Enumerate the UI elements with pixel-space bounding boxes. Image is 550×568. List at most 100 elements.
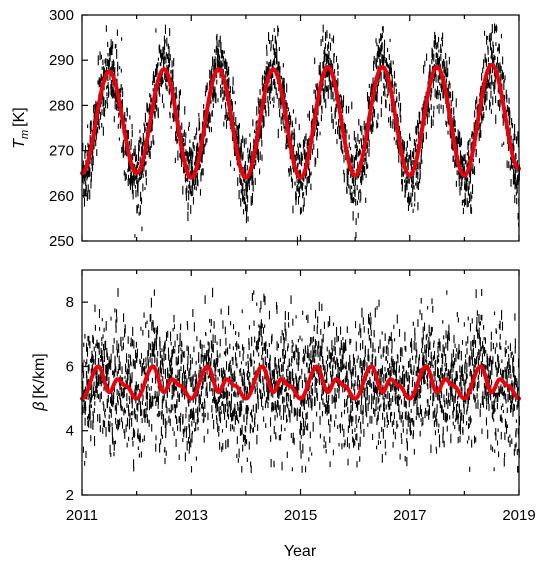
observation-point <box>372 115 374 124</box>
observation-point <box>512 164 514 170</box>
observation-point <box>257 338 259 346</box>
observation-point <box>305 186 307 196</box>
observation-point <box>159 351 161 359</box>
observation-point <box>222 86 224 94</box>
observation-point <box>281 330 283 336</box>
observation-point <box>194 177 197 185</box>
observation-point <box>252 428 254 433</box>
observation-point <box>150 386 152 391</box>
observation-point <box>216 401 219 412</box>
observation-point <box>286 378 288 383</box>
observation-point <box>467 144 469 150</box>
observation-point <box>188 414 190 423</box>
observation-point <box>220 87 222 97</box>
observation-point <box>356 424 358 429</box>
observation-point <box>217 98 219 103</box>
observation-point <box>138 397 140 402</box>
observation-point <box>86 343 88 352</box>
observation-point <box>472 132 474 136</box>
observation-point <box>153 289 155 296</box>
observation-point <box>140 174 142 179</box>
observation-point <box>353 438 355 448</box>
observation-point <box>127 178 129 187</box>
observation-point <box>314 384 316 393</box>
observation-point <box>238 122 240 129</box>
observation-point <box>392 119 394 125</box>
observation-point <box>111 60 113 71</box>
observation-point <box>258 331 260 339</box>
observation-point <box>444 61 446 67</box>
observation-point <box>302 192 304 199</box>
observation-point <box>299 335 301 340</box>
observation-point <box>358 400 360 405</box>
observation-point <box>113 371 115 378</box>
observation-point <box>95 375 98 385</box>
observation-point <box>221 429 224 433</box>
observation-point <box>250 425 252 430</box>
observation-point <box>388 66 391 77</box>
observation-point <box>384 417 386 428</box>
observation-point <box>233 392 235 397</box>
observation-point <box>185 174 187 183</box>
observation-point <box>430 104 432 111</box>
observation-point <box>508 161 510 169</box>
observation-point <box>121 406 123 412</box>
observation-point <box>108 382 110 391</box>
observation-point <box>306 411 308 419</box>
observation-point <box>91 390 93 400</box>
observation-point <box>182 351 184 358</box>
observation-point <box>131 123 133 130</box>
observation-point <box>157 351 159 357</box>
observation-point <box>201 344 203 351</box>
observation-point <box>324 43 326 49</box>
observation-point <box>170 101 172 109</box>
observation-point <box>129 412 131 420</box>
observation-point <box>99 112 102 120</box>
observation-point <box>102 100 104 108</box>
observation-point <box>354 389 356 396</box>
observation-point <box>189 159 191 164</box>
observation-point <box>238 448 240 458</box>
observation-point <box>242 381 244 387</box>
observation-point <box>196 378 198 385</box>
observation-point <box>169 361 171 367</box>
observation-point <box>482 106 485 111</box>
observation-point <box>348 392 350 398</box>
observation-point <box>201 413 203 417</box>
observation-point <box>307 349 309 358</box>
observation-point <box>327 68 329 78</box>
observation-point <box>355 218 357 225</box>
observation-point <box>245 181 247 192</box>
observation-point <box>94 106 96 115</box>
observation-point <box>110 79 112 88</box>
observation-point <box>408 154 410 159</box>
observation-point <box>184 380 186 391</box>
observation-point <box>206 382 208 392</box>
observation-point <box>85 184 87 192</box>
observation-point <box>235 117 237 127</box>
observation-point <box>368 395 370 405</box>
observation-point <box>230 160 232 167</box>
observation-point <box>94 401 96 406</box>
observation-point <box>195 374 197 380</box>
observation-point <box>347 458 349 466</box>
observation-point <box>220 367 222 378</box>
observation-point <box>338 443 340 447</box>
observation-point <box>178 105 180 110</box>
observation-point <box>455 180 457 187</box>
observation-point <box>90 420 92 429</box>
observation-point <box>102 360 104 369</box>
observation-point <box>359 380 361 389</box>
observation-point <box>224 404 227 413</box>
observation-point <box>199 122 201 130</box>
observation-point <box>188 449 190 454</box>
observation-point <box>492 96 494 106</box>
observation-point <box>160 49 162 54</box>
observation-point <box>430 94 432 101</box>
observation-point <box>218 368 221 377</box>
observation-point <box>329 58 331 66</box>
observation-point <box>204 143 206 147</box>
observation-point <box>436 42 438 47</box>
observation-point <box>227 78 229 87</box>
